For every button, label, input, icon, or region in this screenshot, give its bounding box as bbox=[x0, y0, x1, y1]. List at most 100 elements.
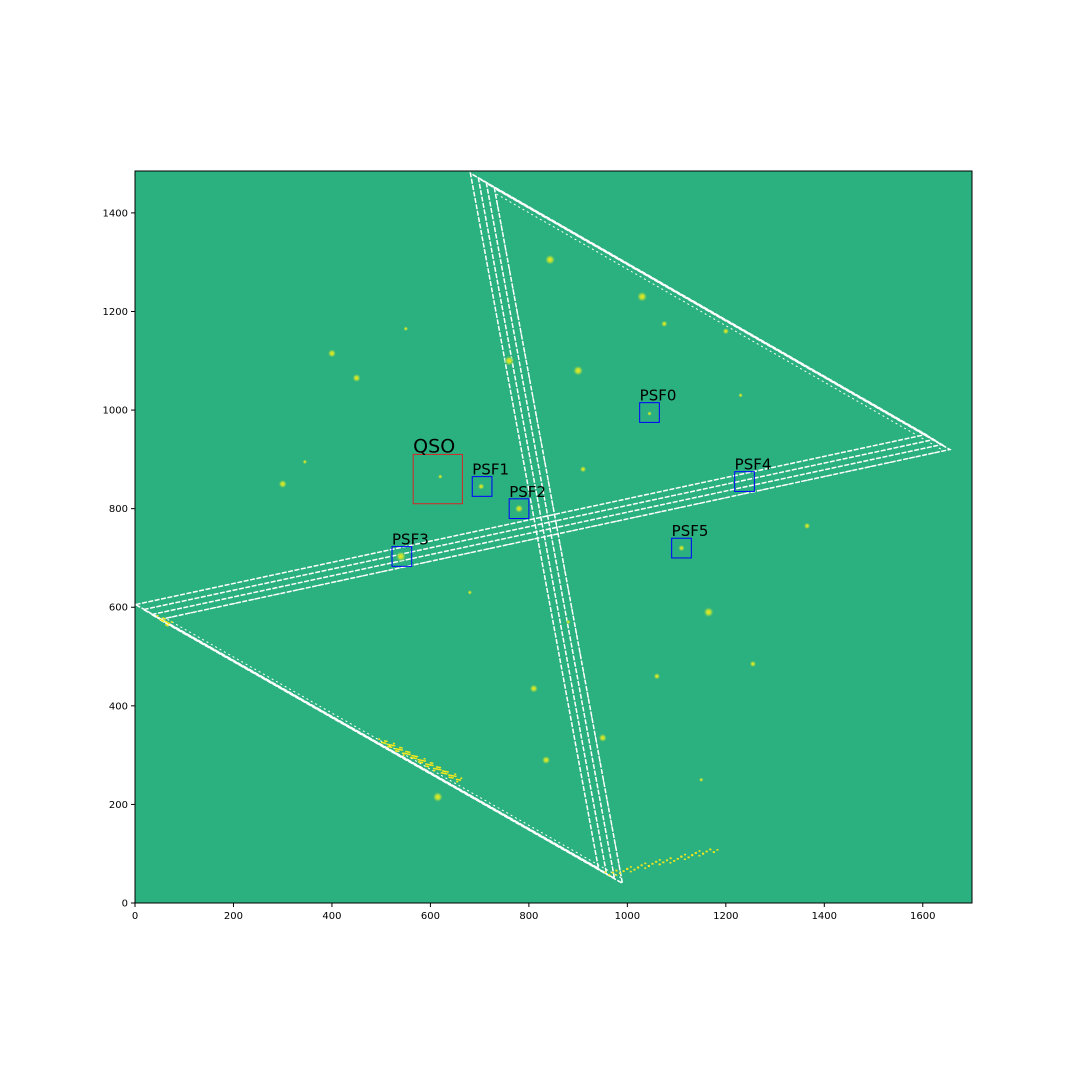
image-layer bbox=[135, 171, 952, 885]
hot-pixel bbox=[400, 747, 403, 749]
hot-pixel bbox=[414, 755, 417, 758]
hot-pixel bbox=[432, 767, 435, 770]
source bbox=[437, 474, 443, 480]
hot-pixel bbox=[604, 871, 607, 873]
hot-pixel bbox=[406, 751, 409, 753]
source bbox=[541, 755, 551, 765]
hot-pixel bbox=[439, 769, 442, 771]
hot-pixel bbox=[162, 620, 165, 622]
hot-pixel bbox=[629, 866, 632, 868]
source bbox=[572, 365, 584, 377]
x-tick-label: 1200 bbox=[713, 911, 738, 922]
x-tick-label: 800 bbox=[519, 911, 538, 922]
hot-pixel bbox=[402, 752, 405, 754]
hot-pixel bbox=[396, 750, 399, 753]
hot-pixel bbox=[435, 766, 438, 768]
hot-pixel bbox=[673, 860, 676, 862]
hot-pixel bbox=[163, 618, 166, 620]
source bbox=[803, 522, 811, 530]
hot-pixel bbox=[431, 764, 434, 767]
hot-pixel bbox=[408, 753, 411, 756]
hot-pixel bbox=[448, 776, 451, 779]
hot-pixel bbox=[429, 762, 432, 764]
hot-pixel bbox=[445, 773, 448, 775]
hot-pixel bbox=[425, 765, 428, 768]
source bbox=[598, 733, 608, 743]
hot-pixel bbox=[443, 770, 446, 773]
hot-pixel bbox=[702, 853, 705, 855]
hot-pixel bbox=[399, 746, 402, 749]
hot-pixel bbox=[166, 624, 169, 627]
source bbox=[403, 326, 409, 332]
source bbox=[327, 348, 337, 358]
hot-pixel bbox=[397, 748, 400, 751]
hot-pixel bbox=[420, 759, 423, 762]
hot-pixel bbox=[421, 761, 424, 764]
source bbox=[529, 684, 539, 694]
source bbox=[738, 392, 744, 398]
frame-edge bbox=[135, 171, 928, 870]
hot-pixel bbox=[441, 770, 444, 772]
hot-pixel bbox=[408, 751, 411, 753]
source bbox=[698, 777, 704, 783]
region-label-psf3: PSF3 bbox=[392, 531, 429, 549]
hot-pixel bbox=[451, 777, 454, 779]
source bbox=[678, 544, 686, 552]
hot-pixel bbox=[385, 740, 388, 743]
hot-pixel bbox=[451, 774, 454, 777]
hot-pixel bbox=[431, 762, 434, 764]
hot-pixel bbox=[437, 766, 440, 768]
hot-pixel bbox=[698, 855, 701, 857]
hot-pixel bbox=[608, 874, 611, 876]
source bbox=[477, 482, 485, 490]
hot-pixel bbox=[416, 755, 419, 758]
hot-pixel bbox=[428, 763, 431, 766]
hot-pixel bbox=[414, 757, 417, 760]
hot-pixel bbox=[454, 775, 457, 778]
source bbox=[503, 355, 515, 367]
hot-pixel bbox=[419, 761, 422, 763]
hot-pixel bbox=[437, 768, 440, 771]
hot-pixel bbox=[455, 778, 458, 781]
region-box-psf4 bbox=[734, 471, 755, 492]
hot-pixel bbox=[401, 749, 404, 751]
hot-pixel bbox=[705, 850, 708, 853]
hot-pixel bbox=[694, 852, 697, 854]
hot-pixel bbox=[454, 773, 457, 775]
source bbox=[395, 550, 407, 562]
hot-pixel bbox=[405, 753, 408, 755]
x-tick-label: 1000 bbox=[615, 911, 640, 922]
hot-pixel bbox=[425, 763, 428, 765]
hot-pixel bbox=[709, 848, 712, 851]
hot-pixel bbox=[666, 859, 669, 862]
hot-pixel bbox=[456, 780, 459, 783]
hot-pixel bbox=[384, 742, 387, 744]
hot-pixel bbox=[413, 757, 416, 759]
x-tick-label: 400 bbox=[322, 911, 341, 922]
x-tick-label: 600 bbox=[421, 911, 440, 922]
hot-pixel bbox=[446, 771, 449, 773]
hot-pixel bbox=[390, 746, 393, 748]
hot-pixel bbox=[633, 869, 636, 871]
hot-pixel bbox=[691, 854, 694, 857]
hot-pixel bbox=[669, 862, 672, 864]
hot-pixel bbox=[651, 863, 654, 865]
region-label-qso: QSO bbox=[413, 435, 455, 457]
region-label-psf1: PSF1 bbox=[472, 461, 509, 479]
hot-pixel bbox=[662, 861, 665, 864]
hot-pixel bbox=[387, 745, 390, 748]
hot-pixel bbox=[427, 765, 430, 768]
hot-pixel bbox=[440, 772, 443, 774]
plot-frame bbox=[134, 170, 973, 904]
source bbox=[636, 291, 648, 303]
source bbox=[749, 660, 757, 668]
hot-pixel bbox=[396, 748, 399, 750]
hot-pixel bbox=[378, 738, 381, 740]
hot-pixel bbox=[452, 775, 455, 777]
x-tick-label: 1400 bbox=[812, 911, 837, 922]
source bbox=[467, 589, 473, 595]
region-box-psf3 bbox=[391, 546, 413, 567]
region-box-psf0 bbox=[639, 402, 660, 423]
region-box-psf5 bbox=[671, 537, 692, 559]
